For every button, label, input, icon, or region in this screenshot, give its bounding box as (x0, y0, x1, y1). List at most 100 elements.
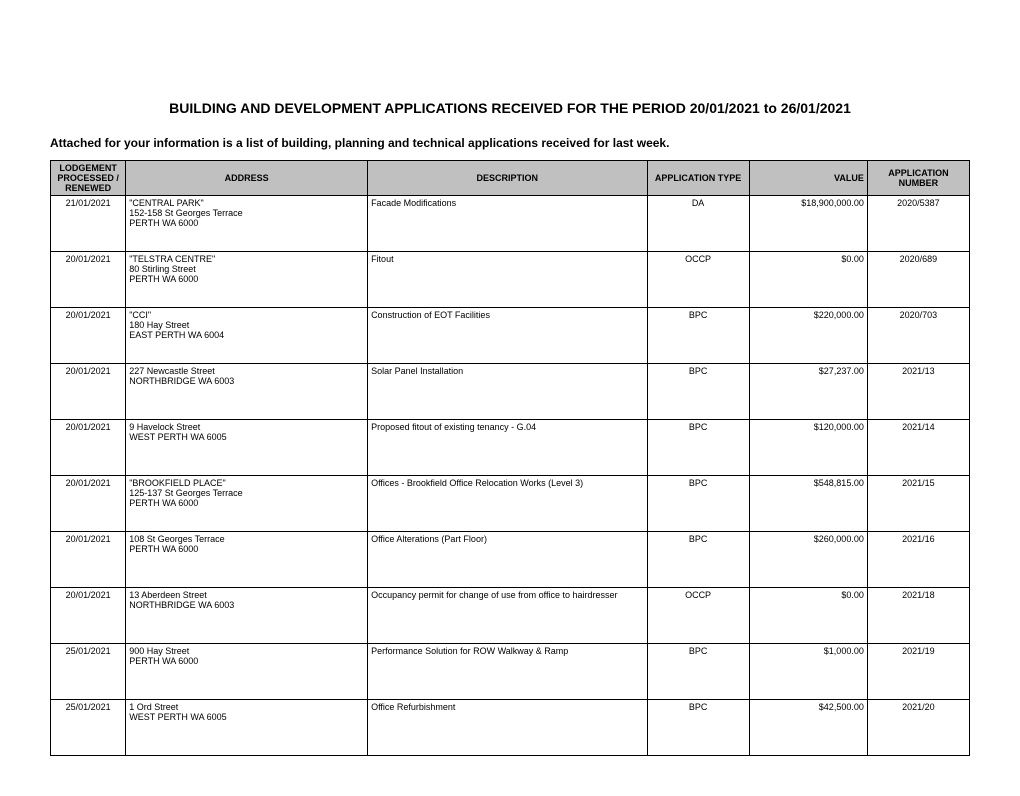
cell-address: 227 Newcastle StreetNORTHBRIDGE WA 6003 (126, 364, 368, 420)
cell-address: 1 Ord StreetWEST PERTH WA 6005 (126, 700, 368, 756)
cell-date: 20/01/2021 (51, 420, 126, 476)
cell-date: 25/01/2021 (51, 700, 126, 756)
address-line: 152-158 St Georges Terrace (129, 208, 364, 218)
cell-number: 2020/689 (867, 252, 969, 308)
cell-number: 2020/5387 (867, 196, 969, 252)
cell-number: 2021/15 (867, 476, 969, 532)
table-row: 21/01/2021"CENTRAL PARK"152-158 St Georg… (51, 196, 970, 252)
cell-date: 25/01/2021 (51, 644, 126, 700)
cell-value: $27,237.00 (749, 364, 867, 420)
cell-number: 2021/18 (867, 588, 969, 644)
col-header-date: LODGEMENT PROCESSED / RENEWED (51, 161, 126, 196)
address-line: PERTH WA 6000 (129, 218, 364, 228)
address-line: 9 Havelock Street (129, 422, 364, 432)
table-row: 20/01/2021"BROOKFIELD PLACE"125-137 St G… (51, 476, 970, 532)
address-line: PERTH WA 6000 (129, 656, 364, 666)
address-line: PERTH WA 6000 (129, 274, 364, 284)
col-header-description: DESCRIPTION (368, 161, 647, 196)
address-line: 125-137 St Georges Terrace (129, 488, 364, 498)
cell-description: Fitout (368, 252, 647, 308)
address-line: WEST PERTH WA 6005 (129, 432, 364, 442)
address-line: WEST PERTH WA 6005 (129, 712, 364, 722)
table-row: 20/01/2021108 St Georges TerracePERTH WA… (51, 532, 970, 588)
cell-address: 13 Aberdeen StreetNORTHBRIDGE WA 6003 (126, 588, 368, 644)
cell-value: $18,900,000.00 (749, 196, 867, 252)
table-row: 25/01/20211 Ord StreetWEST PERTH WA 6005… (51, 700, 970, 756)
cell-address: "CCI"180 Hay StreetEAST PERTH WA 6004 (126, 308, 368, 364)
cell-value: $548,815.00 (749, 476, 867, 532)
cell-address: 900 Hay StreetPERTH WA 6000 (126, 644, 368, 700)
address-line: 900 Hay Street (129, 646, 364, 656)
cell-value: $0.00 (749, 252, 867, 308)
cell-description: Office Refurbishment (368, 700, 647, 756)
cell-number: 2021/20 (867, 700, 969, 756)
page-subtitle: Attached for your information is a list … (50, 136, 970, 150)
cell-address: "TELSTRA CENTRE"80 Stirling StreetPERTH … (126, 252, 368, 308)
cell-description: Solar Panel Installation (368, 364, 647, 420)
cell-date: 20/01/2021 (51, 252, 126, 308)
col-header-address: ADDRESS (126, 161, 368, 196)
cell-address: "BROOKFIELD PLACE"125-137 St Georges Ter… (126, 476, 368, 532)
cell-date: 20/01/2021 (51, 588, 126, 644)
cell-type: OCCP (647, 588, 749, 644)
cell-address: "CENTRAL PARK"152-158 St Georges Terrace… (126, 196, 368, 252)
address-line: 108 St Georges Terrace (129, 534, 364, 544)
address-line: 1 Ord Street (129, 702, 364, 712)
cell-description: Office Alterations (Part Floor) (368, 532, 647, 588)
cell-date: 20/01/2021 (51, 308, 126, 364)
address-line: 180 Hay Street (129, 320, 364, 330)
cell-value: $220,000.00 (749, 308, 867, 364)
address-line: "CCI" (129, 310, 364, 320)
cell-type: BPC (647, 476, 749, 532)
cell-address: 9 Havelock StreetWEST PERTH WA 6005 (126, 420, 368, 476)
address-line: NORTHBRIDGE WA 6003 (129, 376, 364, 386)
cell-number: 2021/13 (867, 364, 969, 420)
table-row: 20/01/2021"TELSTRA CENTRE"80 Stirling St… (51, 252, 970, 308)
cell-number: 2021/16 (867, 532, 969, 588)
cell-value: $42,500.00 (749, 700, 867, 756)
cell-description: Facade Modifications (368, 196, 647, 252)
cell-value: $120,000.00 (749, 420, 867, 476)
cell-number: 2021/19 (867, 644, 969, 700)
address-line: NORTHBRIDGE WA 6003 (129, 600, 364, 610)
cell-description: Performance Solution for ROW Walkway & R… (368, 644, 647, 700)
col-header-value: VALUE (749, 161, 867, 196)
cell-description: Offices - Brookfield Office Relocation W… (368, 476, 647, 532)
col-header-type: APPLICATION TYPE (647, 161, 749, 196)
cell-number: 2021/14 (867, 420, 969, 476)
cell-type: BPC (647, 532, 749, 588)
cell-date: 20/01/2021 (51, 476, 126, 532)
table-row: 20/01/202113 Aberdeen StreetNORTHBRIDGE … (51, 588, 970, 644)
address-line: PERTH WA 6000 (129, 498, 364, 508)
cell-type: BPC (647, 644, 749, 700)
table-row: 20/01/2021227 Newcastle StreetNORTHBRIDG… (51, 364, 970, 420)
cell-number: 2020/703 (867, 308, 969, 364)
table-header-row: LODGEMENT PROCESSED / RENEWED ADDRESS DE… (51, 161, 970, 196)
cell-date: 20/01/2021 (51, 364, 126, 420)
address-line: EAST PERTH WA 6004 (129, 330, 364, 340)
cell-description: Construction of EOT Facilities (368, 308, 647, 364)
table-row: 25/01/2021900 Hay StreetPERTH WA 6000Per… (51, 644, 970, 700)
cell-date: 21/01/2021 (51, 196, 126, 252)
cell-value: $0.00 (749, 588, 867, 644)
cell-type: DA (647, 196, 749, 252)
table-row: 20/01/20219 Havelock StreetWEST PERTH WA… (51, 420, 970, 476)
cell-type: BPC (647, 308, 749, 364)
cell-type: OCCP (647, 252, 749, 308)
cell-type: BPC (647, 420, 749, 476)
cell-type: BPC (647, 700, 749, 756)
address-line: 227 Newcastle Street (129, 366, 364, 376)
applications-table: LODGEMENT PROCESSED / RENEWED ADDRESS DE… (50, 160, 970, 756)
cell-date: 20/01/2021 (51, 532, 126, 588)
cell-type: BPC (647, 364, 749, 420)
col-header-number: APPLICATION NUMBER (867, 161, 969, 196)
cell-value: $260,000.00 (749, 532, 867, 588)
cell-description: Occupancy permit for change of use from … (368, 588, 647, 644)
address-line: 13 Aberdeen Street (129, 590, 364, 600)
table-row: 20/01/2021"CCI"180 Hay StreetEAST PERTH … (51, 308, 970, 364)
address-line: "CENTRAL PARK" (129, 198, 364, 208)
address-line: "TELSTRA CENTRE" (129, 254, 364, 264)
address-line: 80 Stirling Street (129, 264, 364, 274)
page-title: BUILDING AND DEVELOPMENT APPLICATIONS RE… (50, 100, 970, 116)
address-line: "BROOKFIELD PLACE" (129, 478, 364, 488)
